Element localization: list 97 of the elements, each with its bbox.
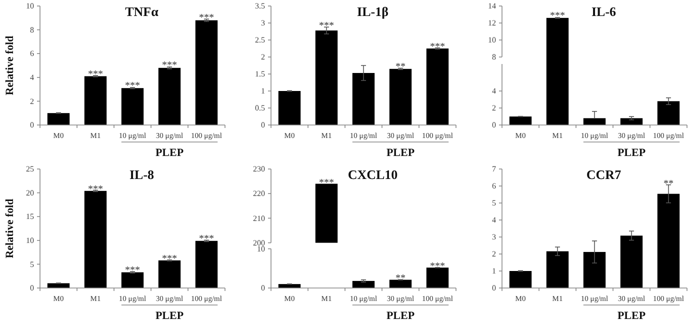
y-tick-label: 7 (492, 164, 496, 174)
y-tick-label: 6 (492, 182, 496, 191)
y-tick-label: 0 (261, 120, 265, 130)
bar (620, 118, 643, 125)
bar (121, 272, 144, 288)
y-tick-label: 10 (26, 2, 34, 11)
annotation: *** (88, 184, 103, 195)
y-tick-label: 2 (261, 52, 265, 62)
bar (509, 271, 532, 288)
bar (121, 88, 144, 125)
y-axis-title: Relative fold (4, 36, 16, 96)
y-tick-label: 10 (488, 36, 496, 45)
annotation: ** (396, 62, 406, 73)
chart-title: CCR7 (586, 167, 622, 182)
x-axis-title: PLEP (155, 310, 184, 322)
y-tick-label: 5 (30, 260, 34, 269)
x-axis-title: PLEP (617, 310, 646, 322)
chart-title: IL-8 (129, 167, 155, 182)
x-axis-title: PLEP (386, 310, 415, 322)
y-tick-label: 3.5 (255, 2, 265, 11)
y-tick-label: 0 (492, 284, 496, 293)
annotation: *** (125, 80, 140, 92)
y-tick-label: 3 (261, 18, 265, 28)
y-tick-label: 0 (30, 284, 34, 293)
y-axis-title: Relative fold (4, 198, 16, 258)
annotation: *** (199, 12, 214, 24)
bar (47, 283, 70, 288)
y-tick-label: 1 (261, 86, 265, 96)
y-tick-label: 14 (488, 2, 496, 11)
bar (389, 68, 412, 125)
bar (583, 118, 606, 125)
y-tick-label: 20 (26, 188, 34, 198)
y-tick-label: 230 (253, 164, 265, 174)
y-tick-label: 25 (26, 164, 34, 174)
bar (352, 280, 375, 288)
y-tick-label: 4 (492, 216, 496, 225)
y-tick-label: 0 (492, 120, 496, 130)
y-tick-label: 2.5 (255, 36, 265, 45)
x-axis-title: PLEP (617, 147, 646, 159)
bar (546, 18, 569, 125)
y-tick-label: 10 (26, 236, 34, 246)
annotation: *** (162, 253, 177, 264)
y-tick-label: 0.5 (255, 104, 265, 113)
bar (620, 236, 643, 288)
y-tick-label: 15 (26, 212, 34, 222)
bar (657, 194, 680, 288)
bar (509, 116, 532, 125)
y-tick-label: 2 (492, 250, 496, 259)
y-tick-label: 1.5 (255, 70, 265, 79)
chart-title: TNFα (125, 4, 160, 19)
y-tick-label: 0 (261, 284, 265, 293)
bar (426, 268, 449, 288)
bar (389, 280, 412, 288)
y-tick-label: 2 (492, 104, 496, 113)
y-tick-label: 3 (492, 232, 496, 242)
bar (657, 101, 680, 125)
bar (426, 48, 449, 125)
bar (47, 113, 70, 125)
chart-title: IL-6 (591, 4, 617, 19)
annotation: ** (664, 178, 674, 190)
y-tick-label: 5 (492, 198, 496, 208)
bar (84, 190, 107, 288)
annotation: *** (199, 234, 214, 245)
annotation: *** (319, 20, 334, 32)
annotation: *** (162, 60, 177, 72)
chart-title: IL-1β (357, 4, 389, 19)
annotation: *** (319, 177, 334, 188)
y-tick-label: 1 (492, 266, 496, 276)
chart-title: CXCL10 (348, 167, 398, 182)
annotation: *** (88, 69, 103, 80)
bar (158, 68, 181, 125)
bar (158, 260, 181, 288)
y-tick-label: 12 (488, 18, 496, 28)
y-tick-label: 220 (253, 189, 265, 198)
bar (278, 91, 301, 125)
bar (352, 72, 375, 125)
bar (583, 252, 606, 288)
annotation: *** (430, 260, 445, 272)
annotation: *** (550, 10, 565, 22)
bar (84, 76, 107, 125)
bar (546, 251, 569, 288)
y-tick-label: 0 (30, 120, 34, 130)
x-axis-title: PLEP (155, 147, 184, 159)
y-tick-label: 8 (492, 52, 496, 62)
y-tick-label: 2 (30, 96, 34, 106)
annotation: *** (125, 265, 140, 276)
bar (195, 240, 218, 288)
y-tick-label: 6 (30, 49, 34, 58)
annotation: ** (396, 273, 406, 284)
annotation: *** (430, 41, 445, 52)
x-axis-title: PLEP (386, 147, 415, 159)
y-tick-label: 4 (492, 86, 496, 96)
y-tick-label: 8 (30, 25, 34, 34)
y-tick-label: 4 (30, 73, 34, 82)
bar (195, 20, 218, 125)
y-tick-label: 210 (253, 214, 265, 223)
bar (315, 30, 338, 125)
